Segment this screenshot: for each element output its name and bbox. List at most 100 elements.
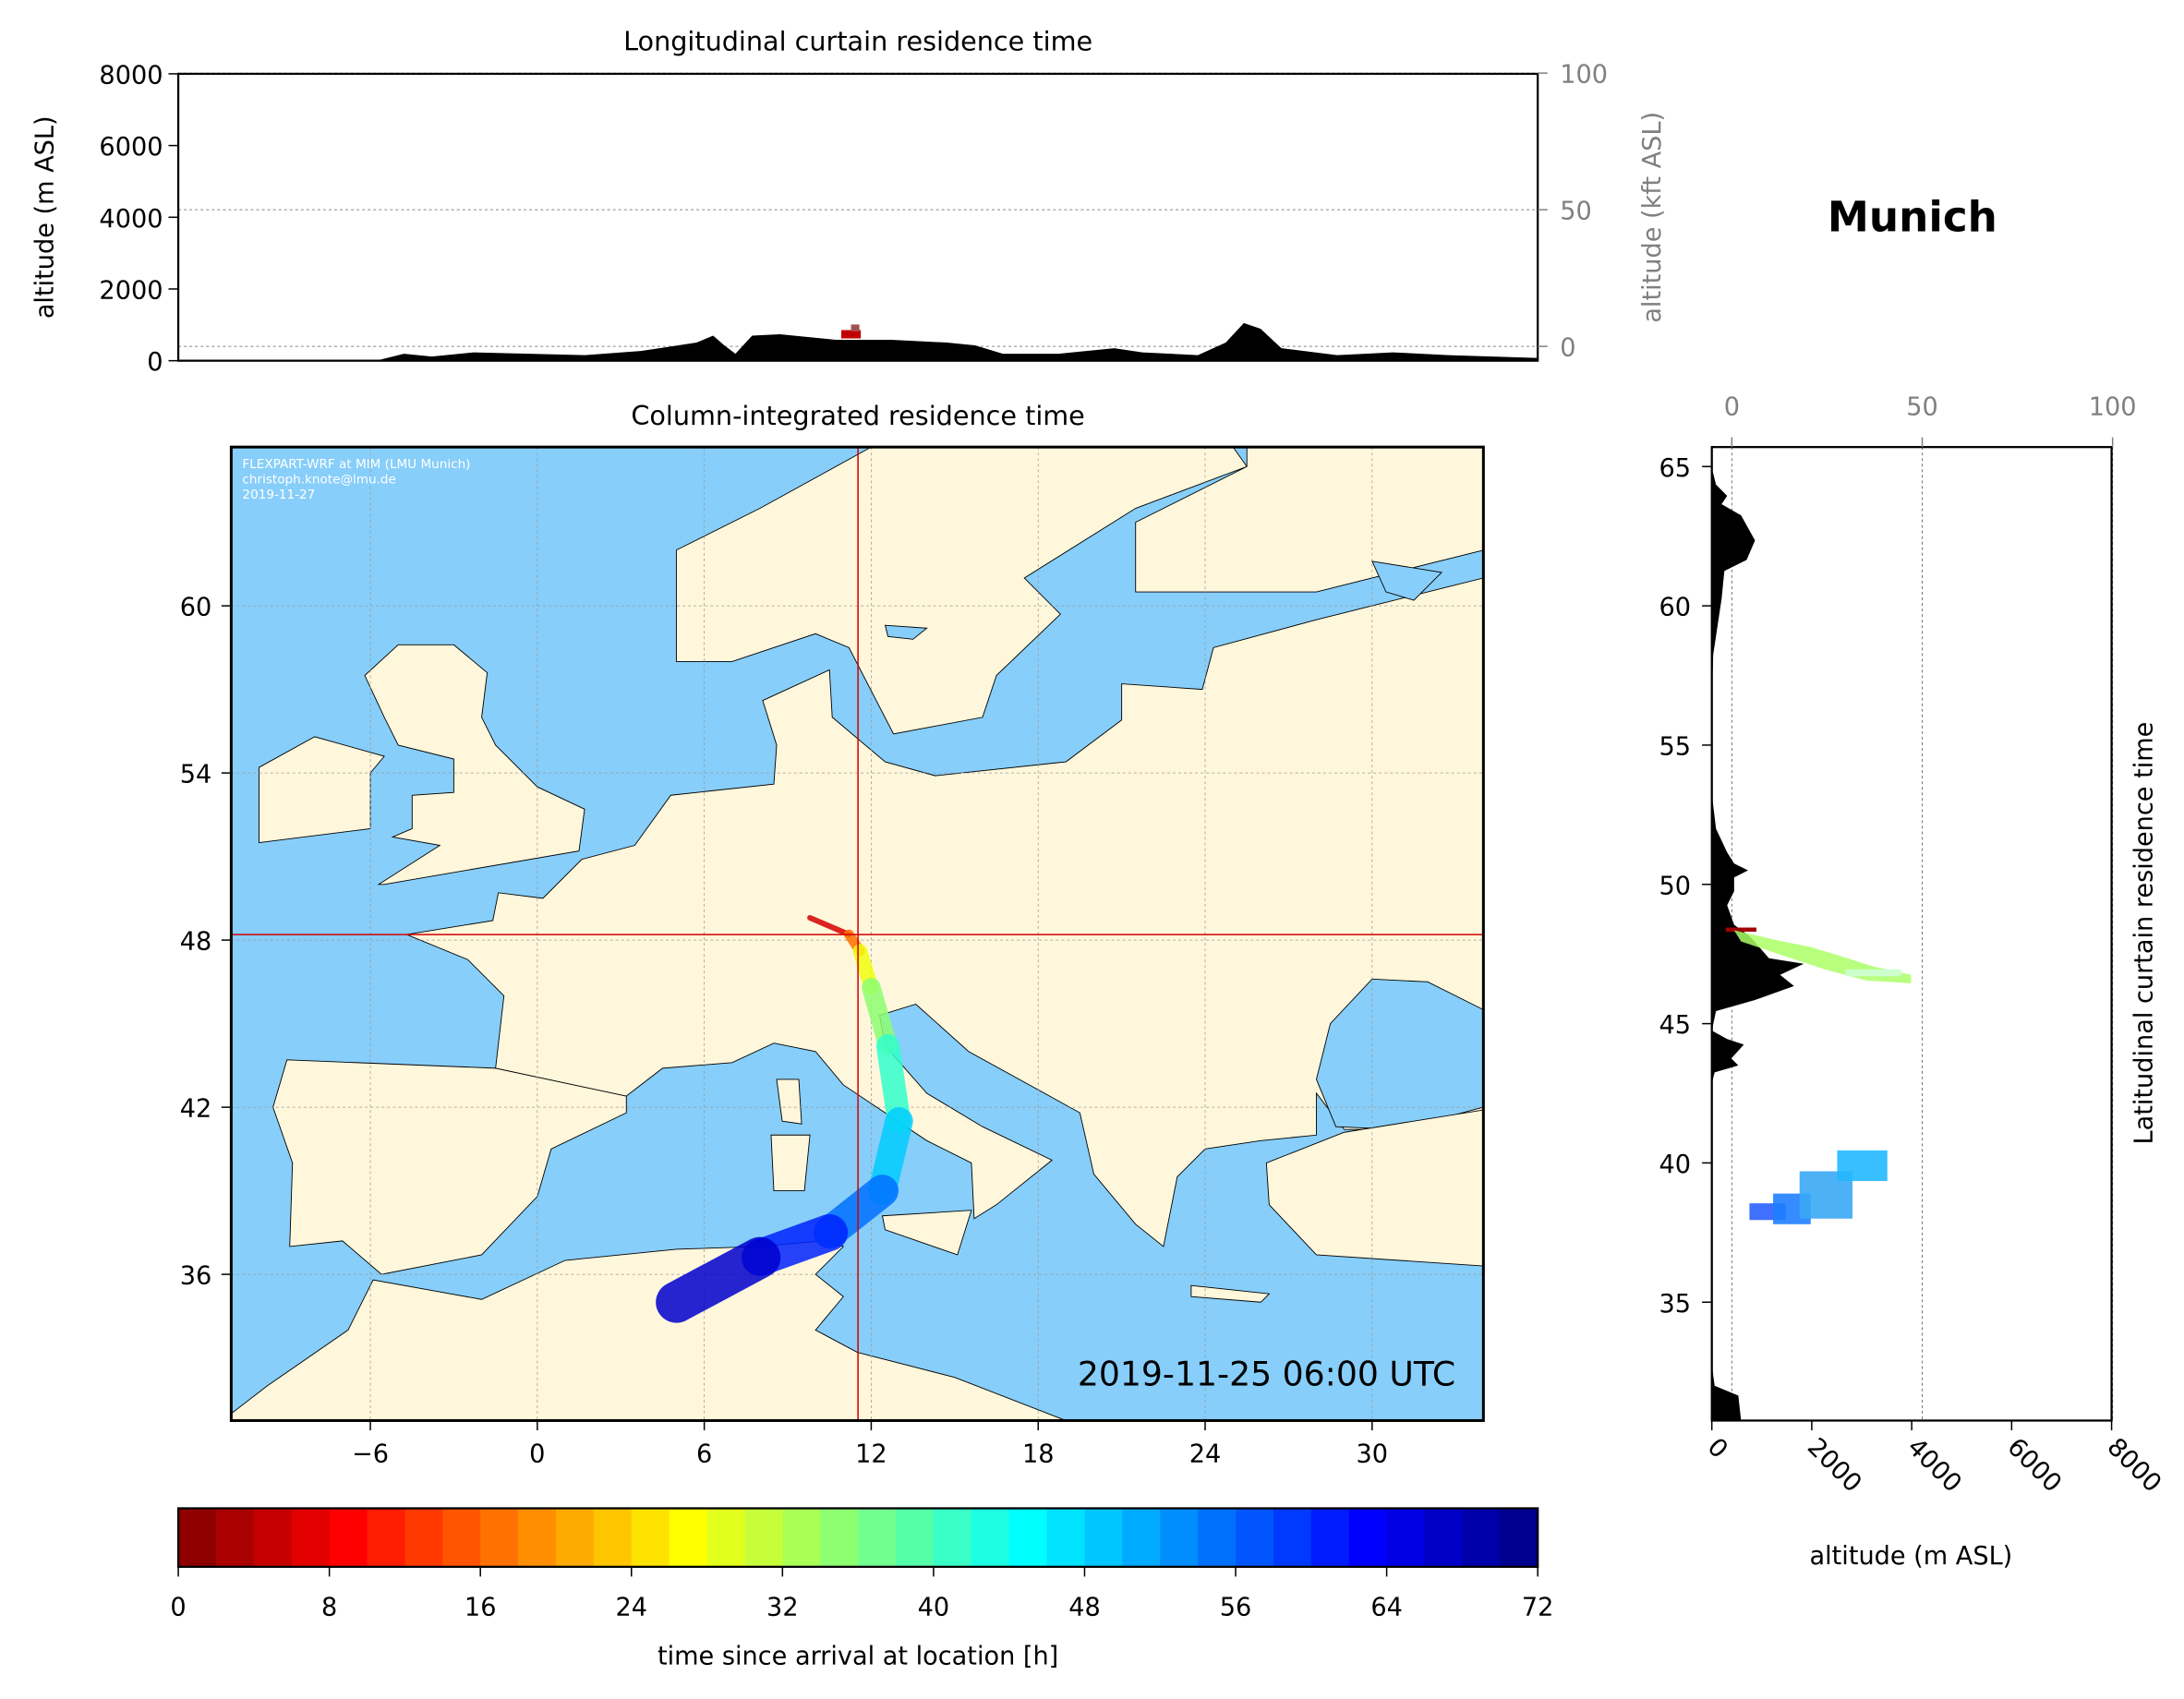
- ytick-label: 2000: [99, 277, 163, 306]
- sardinia: [770, 1134, 811, 1192]
- ytick-label-right: 100: [1560, 61, 1608, 90]
- colorbar-cell: [367, 1508, 406, 1567]
- lat-tick-label: 40: [1659, 1151, 1692, 1179]
- credit-line-3: 2019-11-27: [242, 488, 315, 502]
- residence-patch-release-2: [851, 324, 860, 331]
- colorbar-cell: [1084, 1508, 1124, 1567]
- colorbar-cell: [1198, 1508, 1237, 1567]
- lake-ladoga: [1371, 560, 1443, 601]
- lon-tick-label: 0: [529, 1440, 545, 1469]
- lat-tick-label: 45: [1659, 1011, 1692, 1040]
- colorbar-cell: [1348, 1508, 1388, 1567]
- black-sea: [1316, 978, 1484, 1130]
- longitudinal-ylabel-right: altitude (kft ASL): [1638, 112, 1667, 323]
- lat-tick-label: 35: [1659, 1290, 1692, 1319]
- finland: [1135, 447, 1484, 593]
- ytick-label: 6000: [99, 133, 163, 162]
- lat-tick-label: 65: [1659, 454, 1692, 483]
- colorbar-label: time since arrival at location [h]: [658, 1642, 1058, 1670]
- colorbar-tick-label: 32: [766, 1594, 799, 1622]
- sicily: [881, 1210, 972, 1256]
- latitudinal-ylabel-right: Latitudinal curtain residence time: [2130, 722, 2158, 1145]
- lat-tick-label: 50: [1659, 872, 1692, 900]
- colorbar-cell: [215, 1508, 255, 1567]
- ytick-label-right: 50: [1560, 198, 1592, 226]
- kft-tick-label: 0: [1724, 392, 1740, 421]
- colorbar-cell: [933, 1508, 972, 1567]
- top-grid: [178, 72, 1538, 347]
- lat-tick-label: 36: [180, 1262, 212, 1291]
- colorbar-cell: [593, 1508, 633, 1567]
- residence-patch: [1845, 969, 1901, 977]
- colorbar-tick-label: 24: [616, 1594, 648, 1622]
- colorbar-cell: [1122, 1508, 1162, 1567]
- colorbar-cell: [1273, 1508, 1312, 1567]
- credit-line-2: christoph.knote@lmu.de: [242, 472, 395, 487]
- lat-tick-label: 42: [180, 1095, 212, 1124]
- colorbar-tick-label: 48: [1068, 1594, 1101, 1622]
- colorbar-cell: [971, 1508, 1010, 1567]
- colorbar-cell: [820, 1508, 860, 1567]
- residence-patches-latitudinal: [1725, 927, 1912, 1224]
- kft-tick-label: 50: [1906, 392, 1938, 421]
- latitudinal-xlabel: altitude (m ASL): [1809, 1542, 2012, 1571]
- lat-tick-label: 54: [180, 761, 212, 789]
- colorbar-tick-label: 16: [465, 1594, 497, 1622]
- lat-tick-label: 60: [180, 594, 212, 622]
- colorbar-cell: [858, 1508, 897, 1567]
- altitude-tick-label: 4000: [1901, 1433, 1967, 1499]
- lon-tick-label: 24: [1189, 1440, 1222, 1469]
- terrain-profile-longitudinal: [178, 322, 1538, 361]
- lon-tick-label: −6: [352, 1440, 389, 1469]
- ytick-label: 0: [147, 348, 163, 377]
- lat-tick-label: 48: [180, 928, 212, 957]
- colorbar-cell: [404, 1508, 444, 1567]
- ytick-label: 8000: [99, 61, 163, 90]
- crete: [1190, 1284, 1271, 1303]
- colorbar: 0 8 16 24 32 40 48 56 64 72 time since arrival at…: [170, 1507, 1553, 1670]
- location-title: Munich: [1828, 192, 1997, 241]
- colorbar-cell: [291, 1508, 331, 1567]
- colorbar-cell: [631, 1508, 670, 1567]
- colorbar-cell: [555, 1508, 595, 1567]
- colorbar-cell: [442, 1508, 482, 1567]
- colorbar-cell: [744, 1508, 784, 1567]
- longitudinal-axes-frame: [176, 72, 1539, 362]
- terrain-profile-latitudinal: [1711, 467, 1804, 1421]
- lon-tick-label: 18: [1022, 1440, 1055, 1469]
- lake-vanern: [884, 624, 928, 640]
- colorbar-tick-label: 56: [1220, 1594, 1252, 1622]
- scandinavia: [675, 447, 1248, 735]
- lon-tick-label: 12: [855, 1440, 887, 1469]
- altitude-tick-label: 8000: [2102, 1433, 2167, 1499]
- colorbar-cell: [1160, 1508, 1200, 1567]
- colorbar-cell: [1424, 1508, 1464, 1567]
- altitude-tick-label: 6000: [2001, 1433, 2067, 1499]
- colorbar-cell: [1462, 1508, 1502, 1567]
- residence-patch: [1837, 1150, 1888, 1182]
- kft-tick-label: 100: [2089, 392, 2137, 421]
- ytick-label-right: 0: [1560, 334, 1575, 363]
- lat-tick-label: 55: [1659, 732, 1692, 761]
- residence-patch-release: [841, 330, 862, 339]
- altitude-tick-label: 0: [1702, 1433, 1733, 1464]
- map-axes-frame: [229, 445, 1485, 1422]
- land-layer: [231, 447, 1484, 1421]
- colorbar-tick-label: 40: [918, 1594, 950, 1622]
- colorbar-cell: [782, 1508, 822, 1567]
- colorbar-cell: [178, 1508, 217, 1567]
- credit-line-1: FLEXPART-WRF at MIM (LMU Munich): [242, 457, 470, 472]
- colorbar-cell: [1500, 1508, 1539, 1567]
- colorbar-tick-label: 8: [321, 1594, 337, 1622]
- colorbar-cell: [706, 1508, 746, 1567]
- lon-tick-label: 6: [696, 1440, 712, 1469]
- plume-segment: [807, 914, 852, 938]
- colorbar-cell: [669, 1508, 708, 1567]
- residence-plume: [656, 914, 913, 1323]
- great-britain: [364, 644, 585, 886]
- map-plot: Column-integrated residence time FLEXPAR…: [180, 400, 1485, 1469]
- longitudinal-curtain-plot: Longitudinal curtain residence time 0 200…: [30, 25, 1667, 377]
